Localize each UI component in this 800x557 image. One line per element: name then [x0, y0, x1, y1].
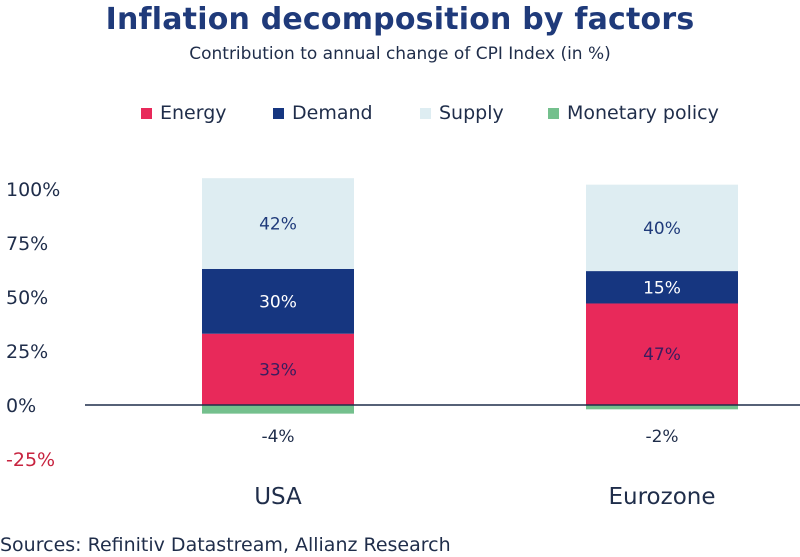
legend-swatch-monetary-policy	[548, 107, 559, 119]
legend-swatch-energy	[141, 107, 152, 119]
bar-segment-monetary-policy	[202, 405, 354, 414]
legend-label-monetary-policy: Monetary policy	[567, 102, 719, 124]
bar-segment-energy	[586, 303, 738, 405]
legend-swatch-supply	[420, 107, 431, 119]
y-tick-label: 25%	[6, 341, 48, 363]
legend-item-supply: Supply	[420, 98, 504, 128]
data-label: 30%	[259, 292, 297, 312]
data-label: -4%	[261, 427, 294, 447]
legend-item-demand: Demand	[273, 98, 373, 128]
legend-label-supply: Supply	[439, 102, 504, 124]
bar-segment-supply	[586, 184, 738, 272]
bar-segment-demand	[586, 271, 738, 304]
source-note: Sources: Refinitiv Datastream, Allianz R…	[0, 534, 451, 556]
data-label: 42%	[259, 215, 297, 235]
chart-subtitle: Contribution to annual change of CPI Ind…	[189, 44, 611, 64]
legend-label-demand: Demand	[292, 102, 373, 124]
bar-segment-supply	[202, 178, 354, 269]
y-tick-label: 0%	[6, 395, 36, 417]
data-label: 47%	[643, 345, 681, 365]
data-label: 33%	[259, 360, 297, 380]
data-label: -2%	[645, 427, 678, 447]
y-tick-label: 50%	[6, 287, 48, 309]
stacked-bar-chart: 100% 75% 50% 25% 0% -25% 33% 30% 42% -4% USA 47% 15%…	[6, 178, 800, 510]
bar-segment-energy	[202, 333, 354, 405]
bar-segment-demand	[202, 268, 354, 334]
legend-item-monetary-policy: Monetary policy	[548, 98, 719, 128]
legend-label-energy: Energy	[160, 102, 227, 124]
x-tick-label: Eurozone	[608, 484, 715, 510]
y-tick-label: 100%	[6, 179, 60, 201]
bar-segment-monetary-policy	[586, 405, 738, 410]
data-label: 15%	[643, 278, 681, 298]
x-tick-label: USA	[254, 484, 302, 510]
legend-item-energy: Energy	[141, 98, 227, 128]
chart-title: Inflation decomposition by factors	[105, 2, 695, 37]
legend-swatch-demand	[273, 107, 284, 119]
y-tick-label: -25%	[6, 449, 55, 471]
legend: Energy Demand Supply Monetary policy	[0, 98, 800, 128]
data-label: 40%	[643, 219, 681, 239]
y-tick-label: 75%	[6, 233, 48, 255]
